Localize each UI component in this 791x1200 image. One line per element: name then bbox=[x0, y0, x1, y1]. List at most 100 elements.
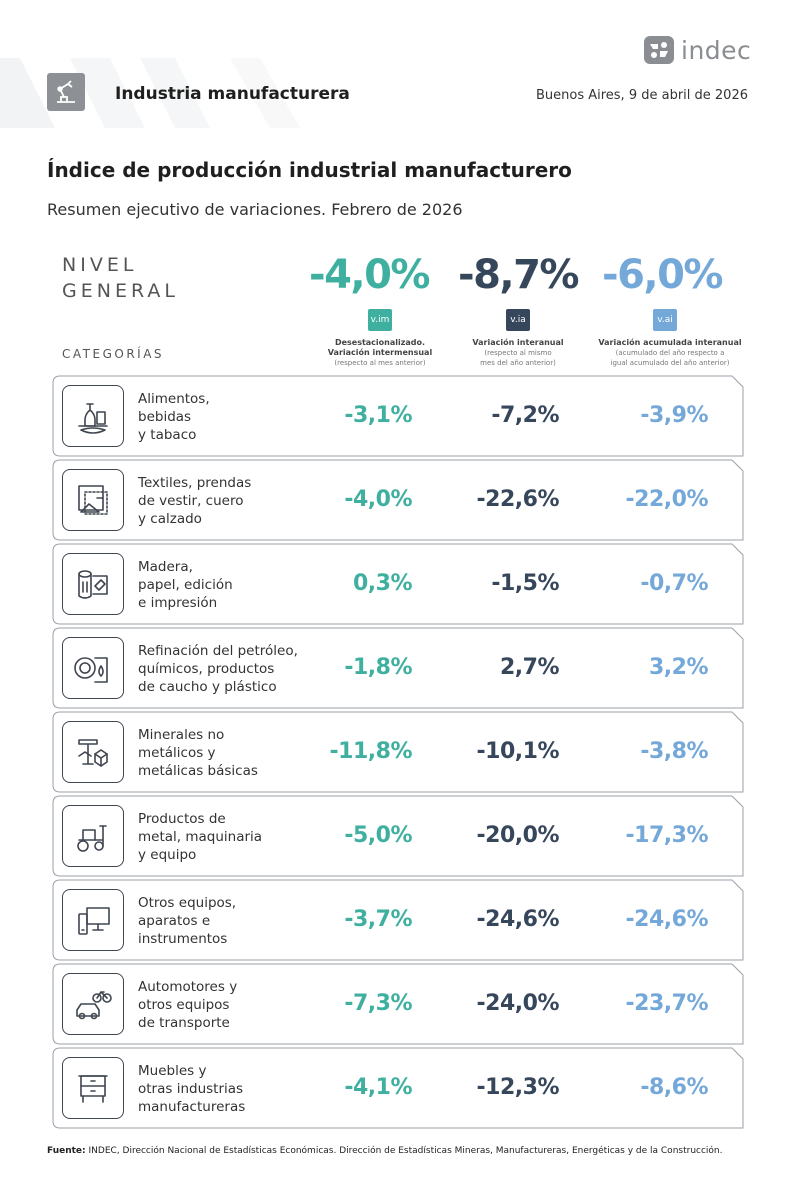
logo-text: indec bbox=[681, 35, 752, 65]
nivel-label-line1: NIVEL bbox=[62, 254, 138, 276]
category-label-line2: bebidas bbox=[138, 409, 192, 425]
category-label-line3: y calzado bbox=[138, 511, 202, 527]
category-row: Otros equipos, aparatos e instrumentos -3,7… bbox=[52, 879, 744, 961]
value-vai: 3,2% bbox=[648, 655, 709, 680]
value-via: 2,7% bbox=[499, 655, 560, 680]
footer-source: Fuente: INDEC, Dirección Nacional de Est… bbox=[47, 1146, 723, 1156]
food-icon bbox=[62, 385, 124, 447]
textile-icon bbox=[62, 469, 124, 531]
category-label-line1: Alimentos, bbox=[138, 391, 210, 407]
badge-vim: v.im bbox=[368, 309, 392, 331]
col-vai-note: (acumulado del año respecto a bbox=[615, 349, 725, 357]
value-via: -24,0% bbox=[476, 991, 560, 1016]
tractor-icon bbox=[62, 805, 124, 867]
category-label: Automotores y otros equipos de transporte bbox=[138, 978, 323, 1032]
value-vim: -7,3% bbox=[344, 991, 412, 1016]
report-date: Buenos Aires, 9 de abril de 2026 bbox=[535, 88, 748, 103]
value-vai: -24,6% bbox=[625, 907, 709, 932]
row-frame bbox=[52, 459, 744, 541]
value-vim: -11,8% bbox=[329, 739, 413, 764]
nivel-vim-value: -4,0% bbox=[308, 252, 431, 298]
row-frame bbox=[52, 795, 744, 877]
value-vai: -23,7% bbox=[625, 991, 709, 1016]
category-label-line2: otros equipos bbox=[138, 997, 230, 1013]
header-decoration bbox=[0, 58, 300, 128]
value-vai: -0,7% bbox=[640, 571, 708, 596]
category-label-line2: papel, edición bbox=[138, 577, 233, 593]
value-vim: -3,1% bbox=[344, 403, 412, 428]
col-desc-via: Variación interanual (respecto al mismo … bbox=[443, 338, 593, 368]
category-label-line3: de caucho y plástico bbox=[138, 679, 277, 695]
row-frame bbox=[52, 963, 744, 1045]
petroleum-tire-icon bbox=[62, 637, 124, 699]
category-row: Productos de metal, maquinaria y equipo -5,… bbox=[52, 795, 744, 877]
value-via: -22,6% bbox=[476, 487, 560, 512]
row-frame bbox=[52, 1047, 744, 1129]
row-frame bbox=[52, 543, 744, 625]
value-via: -1,5% bbox=[491, 571, 559, 596]
category-label-line1: Minerales no bbox=[138, 727, 225, 743]
category-label-line3: y tabaco bbox=[138, 427, 197, 443]
category-label-line1: Muebles y bbox=[138, 1063, 207, 1079]
category-label-line1: Textiles, prendas bbox=[138, 475, 252, 491]
badge-vai: v.ai bbox=[653, 309, 677, 331]
category-label-line2: metal, maquinaria bbox=[138, 829, 263, 845]
value-via: -7,2% bbox=[491, 403, 559, 428]
category-label: Minerales no metálicos y metálicas básicas bbox=[138, 726, 323, 780]
col-vai-note2: igual acumulado del año anterior) bbox=[610, 359, 730, 367]
row-frame bbox=[52, 711, 744, 793]
category-row: Alimentos, bebidas y tabaco -3,1% -7,2% -3,9% bbox=[52, 375, 744, 457]
indec-logo-icon bbox=[644, 36, 674, 64]
page-title: Índice de producción industrial manufact… bbox=[47, 158, 572, 182]
category-row: Textiles, prendas de vestir, cuero y calza… bbox=[52, 459, 744, 541]
footer-text: INDEC, Dirección Nacional de Estadística… bbox=[88, 1146, 723, 1156]
category-row: Madera, papel, edición e impresión 0,3% -1,5… bbox=[52, 543, 744, 625]
col-desc-vim: Desestacionalizado. Variación intermensu… bbox=[305, 338, 455, 368]
value-vai: -17,3% bbox=[625, 823, 709, 848]
category-label-line1: Otros equipos, bbox=[138, 895, 237, 911]
devices-icon bbox=[62, 889, 124, 951]
nivel-general-label: NIVEL GENERAL bbox=[62, 252, 179, 304]
value-via: -20,0% bbox=[476, 823, 560, 848]
nivel-label-line2: GENERAL bbox=[62, 280, 179, 302]
col-vim-note: (respecto al mes anterior) bbox=[334, 359, 426, 367]
category-label-line3: de transporte bbox=[138, 1015, 230, 1031]
nivel-via-value: -8,7% bbox=[457, 252, 580, 298]
value-vim: -4,1% bbox=[344, 1075, 412, 1100]
category-label-line3: e impresión bbox=[138, 595, 218, 611]
category-label-line1: Refinación del petróleo, bbox=[138, 643, 298, 659]
category-label-line3: metálicas básicas bbox=[138, 763, 258, 779]
category-label-line1: Productos de bbox=[138, 811, 226, 827]
badge-via: v.ia bbox=[506, 309, 530, 331]
category-label: Productos de metal, maquinaria y equipo bbox=[138, 810, 323, 864]
category-label-line2: otras industrias bbox=[138, 1081, 244, 1097]
value-vim: -1,8% bbox=[344, 655, 412, 680]
category-label-line1: Automotores y bbox=[138, 979, 238, 995]
value-vim: -5,0% bbox=[344, 823, 412, 848]
nivel-vai-value: -6,0% bbox=[601, 252, 724, 298]
category-label-line2: metálicos y bbox=[138, 745, 216, 761]
car-bike-icon bbox=[62, 973, 124, 1035]
value-vai: -8,6% bbox=[640, 1075, 708, 1100]
value-via: -24,6% bbox=[476, 907, 560, 932]
value-vim: -4,0% bbox=[344, 487, 412, 512]
col-via-note2: mes del año anterior) bbox=[480, 359, 556, 367]
row-frame bbox=[52, 879, 744, 961]
category-label-line1: Madera, bbox=[138, 559, 193, 575]
category-row: Minerales no metálicos y metálicas básicas… bbox=[52, 711, 744, 793]
category-label-line3: instrumentos bbox=[138, 931, 228, 947]
industry-robot-icon bbox=[47, 73, 85, 111]
category-label-line2: de vestir, cuero bbox=[138, 493, 244, 509]
category-label: Madera, papel, edición e impresión bbox=[138, 558, 323, 612]
minerals-icon bbox=[62, 721, 124, 783]
value-vim: -3,7% bbox=[344, 907, 412, 932]
col-vim-title: Desestacionalizado. bbox=[334, 338, 426, 347]
category-label-line3: manufactureras bbox=[138, 1099, 246, 1115]
category-row: Refinación del petróleo, químicos, produc… bbox=[52, 627, 744, 709]
category-label: Textiles, prendas de vestir, cuero y calza… bbox=[138, 474, 323, 528]
category-label: Muebles y otras industrias manufactureras bbox=[138, 1062, 323, 1116]
value-vai: -3,8% bbox=[640, 739, 708, 764]
col-via-title: Variación interanual bbox=[472, 338, 564, 347]
category-label: Refinación del petróleo, químicos, produc… bbox=[138, 642, 323, 696]
categories-header: CATEGORÍAS bbox=[62, 347, 165, 361]
